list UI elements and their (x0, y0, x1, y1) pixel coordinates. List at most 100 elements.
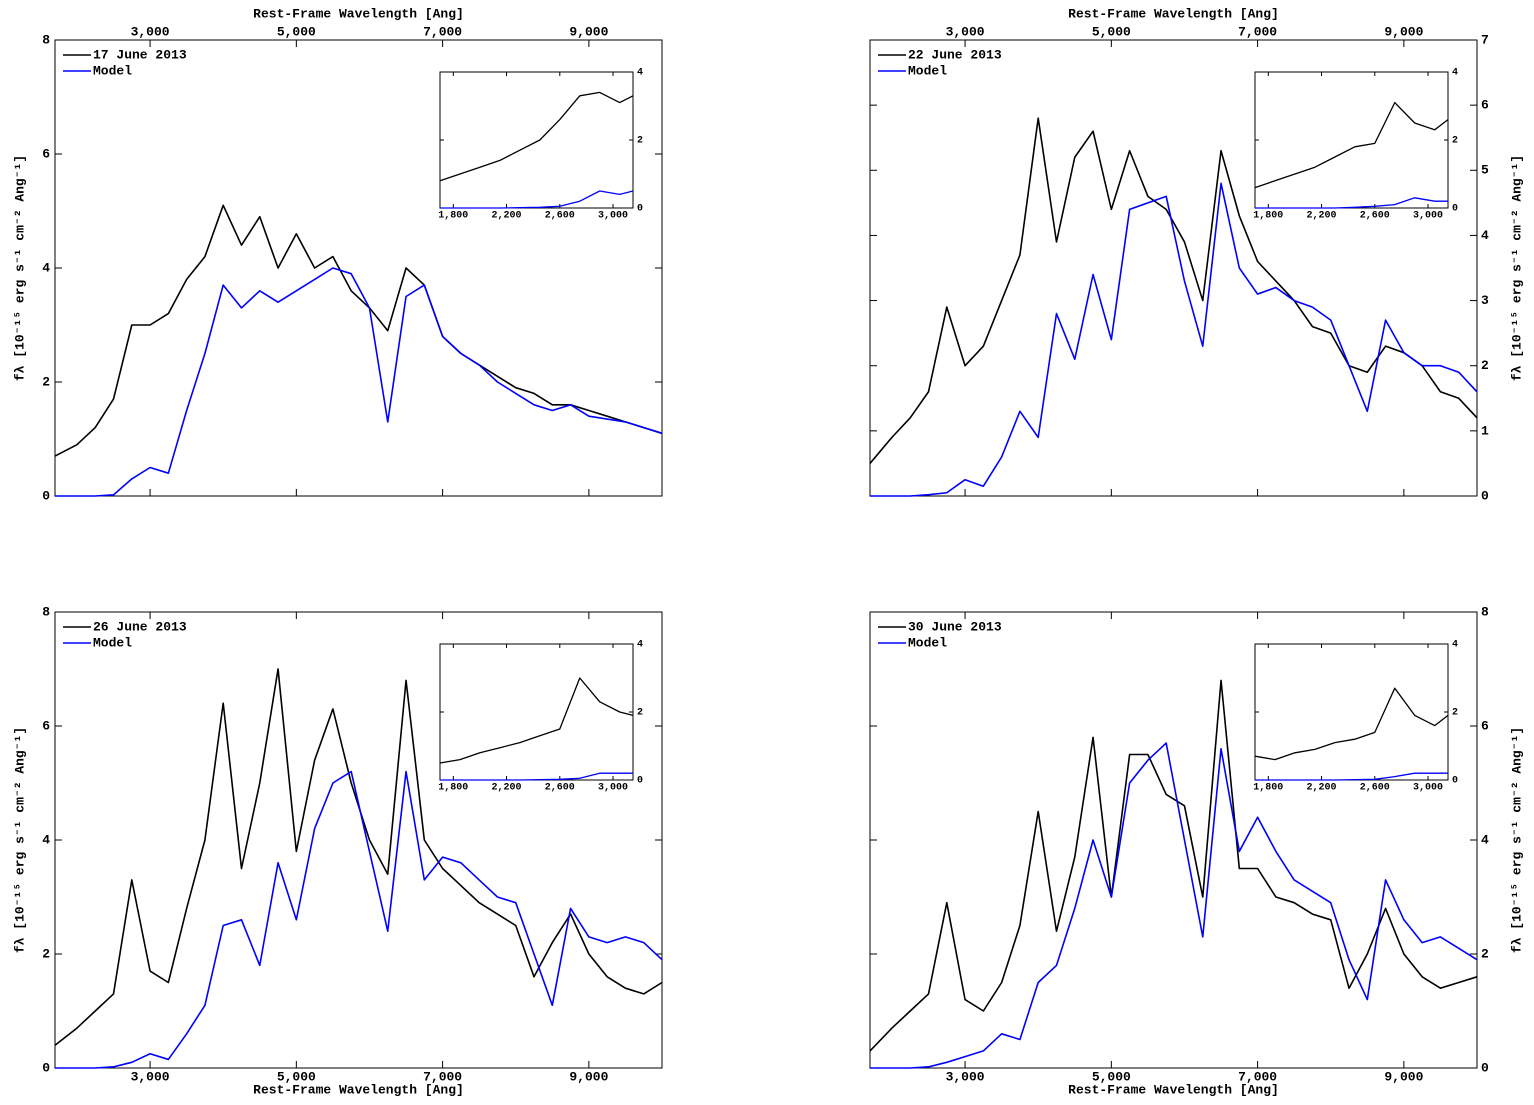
x-tick-label: 5,000 (1092, 1069, 1131, 1084)
legend-label: 22 June 2013 (908, 47, 1002, 62)
legend-label: 17 June 2013 (93, 47, 187, 62)
spectrum-line (54, 204, 663, 457)
x-tick-label: 1,800 (1253, 211, 1283, 222)
y-tick-label: 4 (1481, 228, 1489, 243)
y-tick-label: 0 (1452, 776, 1458, 787)
y-tick-label: 4 (1481, 832, 1489, 847)
y-tick-label: 0 (637, 204, 643, 215)
x-tick-label: 5,000 (277, 24, 316, 39)
spectrum-line (55, 770, 663, 1069)
spectrum-line (870, 182, 1478, 497)
x-tick-label: 5,000 (1092, 24, 1131, 39)
y-tick-label: 8 (42, 604, 50, 619)
legend-label: 26 June 2013 (93, 619, 187, 634)
spectrum-line (869, 117, 1478, 464)
y-tick-label: 2 (637, 136, 643, 147)
y-axis-title: fλ [10⁻¹⁵ erg s⁻¹ cm⁻² Ang⁻¹] (12, 727, 27, 953)
y-tick-label: 4 (42, 260, 50, 275)
x-tick-label: 9,000 (569, 24, 608, 39)
legend-label: 30 June 2013 (908, 619, 1002, 634)
spectrum-line (1255, 197, 1448, 209)
y-tick-label: 5 (1481, 163, 1489, 178)
x-tick-label: 3,000 (131, 1069, 170, 1084)
plot-frame (1254, 71, 1449, 209)
x-tick-label: 9,000 (1384, 24, 1423, 39)
y-tick-label: 4 (1452, 68, 1458, 79)
x-tick-label: 2,200 (492, 783, 522, 794)
y-tick-label: 0 (42, 1060, 50, 1075)
y-tick-label: 6 (42, 146, 50, 161)
x-tick-label: 2,600 (1360, 211, 1390, 222)
spectrum-line (439, 677, 634, 764)
x-tick-label: 9,000 (1384, 1069, 1423, 1084)
x-tick-label: 3,000 (598, 211, 628, 222)
y-tick-label: 0 (637, 776, 643, 787)
plot-frame (869, 611, 1478, 1069)
x-tick-label: 3,000 (1413, 211, 1443, 222)
legend-label: Model (908, 63, 947, 78)
plot-frame (54, 39, 663, 497)
spectrum-line (440, 772, 633, 781)
x-tick-label: 7,000 (423, 1069, 462, 1084)
x-axis-title: Rest-Frame Wavelength [Ang] (1068, 1082, 1279, 1097)
x-tick-label: 2,600 (545, 211, 575, 222)
plot-frame (439, 71, 634, 209)
plot-frame (54, 611, 663, 1069)
y-tick-label: 0 (1481, 488, 1489, 503)
spectrum-line (870, 742, 1478, 1069)
x-axis-title: Rest-Frame Wavelength [Ang] (253, 6, 464, 21)
x-tick-label: 3,000 (598, 783, 628, 794)
y-tick-label: 4 (637, 68, 643, 79)
spectrum-line (439, 91, 634, 182)
x-tick-label: 1,800 (438, 783, 468, 794)
x-tick-label: 7,000 (423, 24, 462, 39)
spectrum-line (1255, 772, 1448, 781)
y-tick-label: 2 (637, 708, 643, 719)
y-tick-label: 8 (1481, 604, 1489, 619)
spectrum-line (55, 267, 663, 497)
y-tick-label: 0 (42, 488, 50, 503)
y-tick-label: 4 (42, 832, 50, 847)
x-tick-label: 9,000 (569, 1069, 608, 1084)
plot-frame (1254, 643, 1449, 781)
spectrum-line (1254, 687, 1449, 761)
spectrum-line (1254, 101, 1449, 189)
spectrum-line (440, 190, 634, 209)
y-tick-label: 0 (1481, 1060, 1489, 1075)
x-tick-label: 7,000 (1238, 24, 1277, 39)
x-tick-label: 1,800 (438, 211, 468, 222)
y-tick-label: 4 (1452, 640, 1458, 651)
plot-frame (869, 39, 1478, 497)
x-tick-label: 2,600 (1360, 783, 1390, 794)
x-axis-title: Rest-Frame Wavelength [Ang] (1068, 6, 1279, 21)
y-tick-label: 2 (42, 946, 50, 961)
y-tick-label: 2 (1452, 708, 1458, 719)
legend-label: Model (93, 635, 132, 650)
x-axis-title: Rest-Frame Wavelength [Ang] (253, 1082, 464, 1097)
y-tick-label: 0 (1452, 204, 1458, 215)
y-tick-label: 6 (1481, 98, 1489, 113)
x-tick-label: 3,000 (131, 24, 170, 39)
y-tick-label: 2 (1481, 358, 1489, 373)
x-tick-label: 2,600 (545, 783, 575, 794)
y-tick-label: 8 (42, 32, 50, 47)
y-tick-label: 6 (1481, 718, 1489, 733)
spectrum-line (54, 668, 663, 1046)
y-axis-title: fλ [10⁻¹⁵ erg s⁻¹ cm⁻² Ang⁻¹] (1509, 155, 1524, 381)
x-tick-label: 2,200 (1307, 783, 1337, 794)
x-tick-label: 3,000 (946, 1069, 985, 1084)
x-tick-label: 5,000 (277, 1069, 316, 1084)
spectrum-line (869, 679, 1478, 1052)
y-tick-label: 4 (637, 640, 643, 651)
y-tick-label: 1 (1481, 423, 1489, 438)
y-tick-label: 6 (42, 718, 50, 733)
x-tick-label: 3,000 (946, 24, 985, 39)
plot-frame (439, 643, 634, 781)
x-tick-label: 2,200 (492, 211, 522, 222)
x-tick-label: 2,200 (1307, 211, 1337, 222)
y-tick-label: 2 (1481, 946, 1489, 961)
x-tick-label: 1,800 (1253, 783, 1283, 794)
y-tick-label: 2 (42, 374, 50, 389)
y-axis-title: fλ [10⁻¹⁵ erg s⁻¹ cm⁻² Ang⁻¹] (1509, 727, 1524, 953)
